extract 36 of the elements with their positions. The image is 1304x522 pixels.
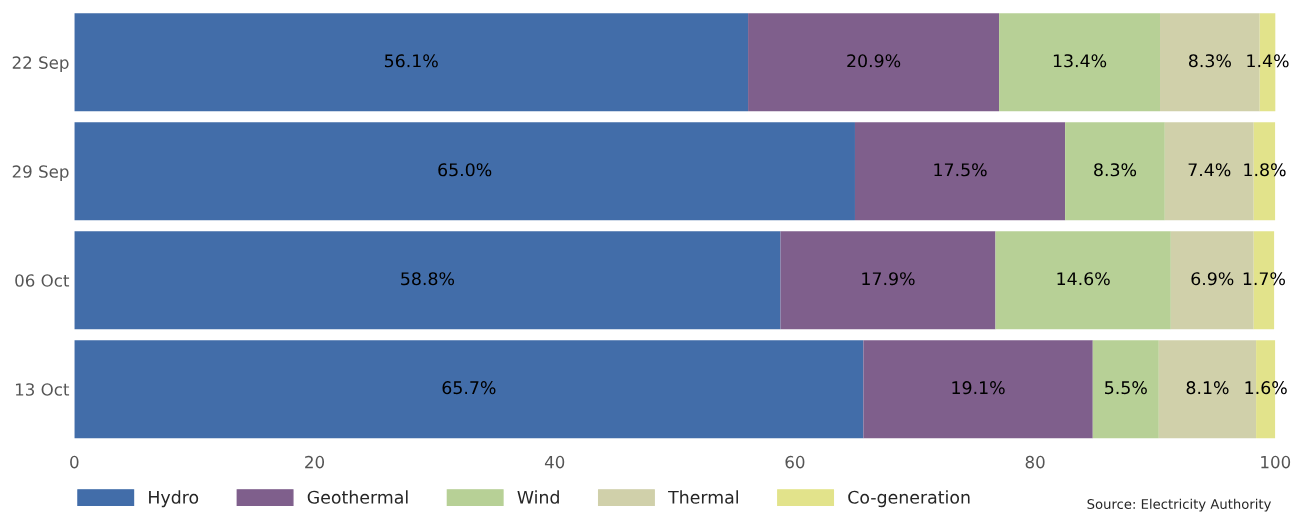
y-tick-label: 22 Sep (12, 56, 69, 73)
data-label: 6.9% (1191, 272, 1234, 286)
legend-label: Wind (517, 490, 559, 504)
data-label: 1.4% (1247, 54, 1289, 68)
data-label: 1.6% (1245, 381, 1287, 395)
x-tick-label: 20 (305, 455, 325, 469)
x-tick-label: 60 (785, 455, 805, 469)
y-tick-label: 06 Oct (15, 274, 70, 287)
y-tick-label: 13 Oct (15, 383, 70, 396)
legend-label: Thermal (668, 490, 738, 504)
data-label: 65.0% (438, 163, 492, 177)
x-tick-label: 0 (70, 455, 79, 469)
data-label: 5.5% (1105, 381, 1147, 395)
y-tick-label: 29 Sep (12, 165, 69, 182)
legend-label: Geothermal (307, 490, 408, 504)
source-note: Source: Electricity Authority (1087, 498, 1272, 512)
data-label: 56.1% (384, 54, 438, 68)
data-label: 19.1% (952, 381, 1005, 395)
data-label: 13.4% (1053, 54, 1107, 68)
data-label: 7.4% (1188, 163, 1231, 177)
data-label: 1.7% (1243, 272, 1285, 286)
x-tick-label: 40 (544, 455, 565, 469)
data-label: 17.5% (934, 163, 987, 177)
x-tick-label: 100 (1261, 455, 1291, 469)
data-label: 1.8% (1244, 163, 1286, 177)
data-label: 58.8% (401, 272, 455, 286)
data-label: 20.9% (847, 54, 901, 68)
data-label: 65.7% (442, 381, 496, 395)
data-label: 8.3% (1094, 163, 1137, 177)
legend-label: Hydro (149, 490, 199, 508)
data-label: 17.9% (862, 272, 915, 286)
legend-label: Co-generation (848, 490, 970, 508)
x-tick-label: 80 (1025, 455, 1045, 469)
data-label: 14.6% (1057, 272, 1110, 286)
data-label: 8.3% (1188, 54, 1231, 68)
data-label: 8.1% (1186, 381, 1229, 395)
